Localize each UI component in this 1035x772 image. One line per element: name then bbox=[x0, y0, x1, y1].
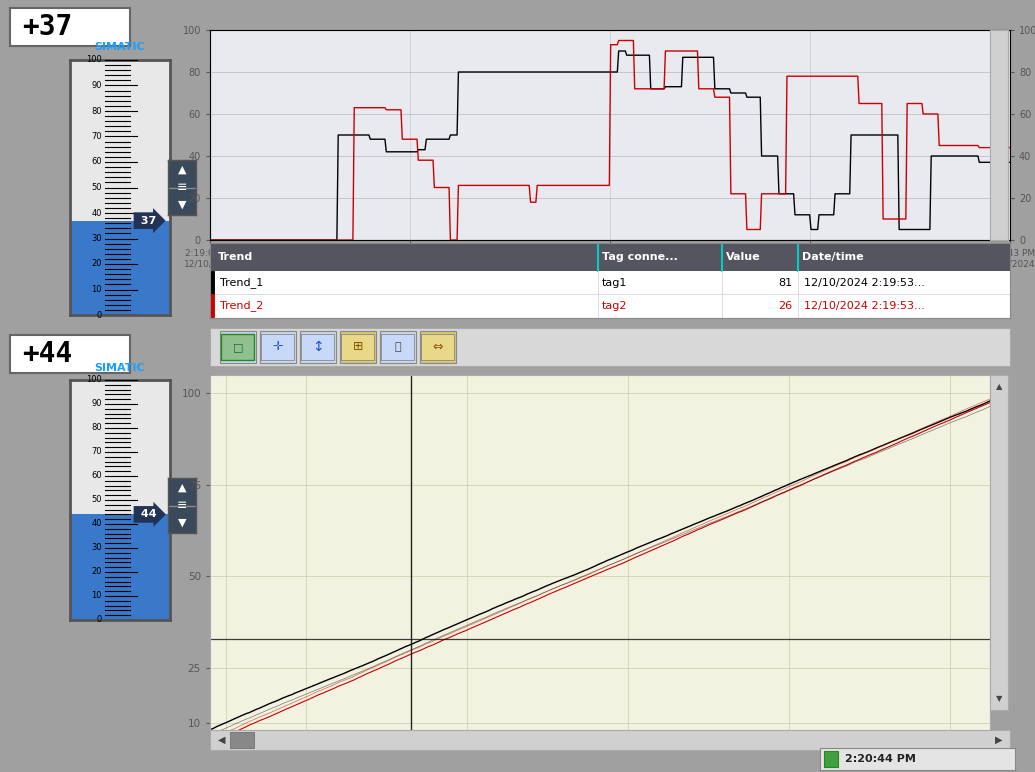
Bar bbox=[210, 243, 1010, 271]
Text: 81: 81 bbox=[778, 278, 793, 288]
Text: ▶: ▶ bbox=[995, 735, 1002, 745]
Text: ⇔: ⇔ bbox=[433, 340, 443, 354]
Text: ▼: ▼ bbox=[996, 694, 1002, 703]
Text: 70: 70 bbox=[91, 132, 102, 141]
Bar bbox=[381, 334, 414, 361]
Text: SIMATIC: SIMATIC bbox=[94, 42, 145, 52]
Text: SIMATIC: SIMATIC bbox=[94, 363, 145, 373]
Text: 30: 30 bbox=[91, 234, 102, 243]
Text: 37: 37 bbox=[137, 215, 156, 225]
Text: 10: 10 bbox=[91, 591, 102, 601]
Text: +37: +37 bbox=[22, 13, 72, 41]
Text: 2:20:44 PM: 2:20:44 PM bbox=[846, 754, 916, 764]
Text: 80: 80 bbox=[91, 424, 102, 432]
Text: 20: 20 bbox=[91, 259, 102, 269]
Bar bbox=[419, 331, 455, 363]
Text: +44: +44 bbox=[22, 340, 72, 368]
Text: Tag conne...: Tag conne... bbox=[602, 252, 678, 262]
Bar bbox=[219, 331, 256, 363]
Text: tag2: tag2 bbox=[602, 301, 627, 311]
Bar bbox=[380, 331, 416, 363]
Text: 90: 90 bbox=[91, 399, 102, 408]
Text: 90: 90 bbox=[91, 81, 102, 90]
Text: ▼: ▼ bbox=[178, 518, 186, 528]
Text: ▼: ▼ bbox=[178, 200, 186, 210]
Bar bbox=[824, 751, 837, 767]
Bar bbox=[70, 221, 170, 315]
Bar bbox=[221, 334, 254, 361]
Bar bbox=[230, 732, 254, 748]
Text: ▲: ▲ bbox=[996, 381, 1002, 391]
Text: 10: 10 bbox=[91, 285, 102, 294]
Text: ▲: ▲ bbox=[178, 483, 186, 493]
Text: 70: 70 bbox=[91, 448, 102, 456]
Text: ⊞: ⊞ bbox=[353, 340, 363, 354]
Text: ✛: ✛ bbox=[273, 340, 284, 354]
Text: ↕: ↕ bbox=[313, 340, 324, 354]
Bar bbox=[70, 380, 170, 514]
Text: ⏸: ⏸ bbox=[394, 342, 402, 352]
Text: 0: 0 bbox=[96, 615, 102, 625]
Text: 12/10/2024 2:19:53...: 12/10/2024 2:19:53... bbox=[803, 301, 924, 311]
Text: 80: 80 bbox=[91, 107, 102, 116]
Text: tag1: tag1 bbox=[602, 278, 627, 288]
Text: ▲: ▲ bbox=[178, 165, 186, 175]
Text: 0: 0 bbox=[96, 310, 102, 320]
Text: 60: 60 bbox=[91, 157, 102, 167]
Text: 50: 50 bbox=[91, 183, 102, 192]
Text: 100: 100 bbox=[86, 375, 102, 384]
Text: Trend_2: Trend_2 bbox=[220, 300, 264, 311]
Bar bbox=[301, 334, 334, 361]
Text: Value: Value bbox=[726, 252, 761, 262]
Text: Trend_1: Trend_1 bbox=[220, 277, 264, 288]
Text: 40: 40 bbox=[91, 208, 102, 218]
Text: 20: 20 bbox=[91, 567, 102, 577]
Text: 100: 100 bbox=[86, 56, 102, 65]
Text: ◀: ◀ bbox=[218, 735, 226, 745]
Text: □: □ bbox=[233, 342, 243, 352]
Bar bbox=[70, 514, 170, 620]
Text: Date/time: Date/time bbox=[802, 252, 863, 262]
Bar bbox=[342, 334, 374, 361]
Text: 50: 50 bbox=[91, 496, 102, 504]
Bar bbox=[299, 331, 335, 363]
Text: 44: 44 bbox=[137, 510, 156, 520]
Text: 60: 60 bbox=[91, 472, 102, 480]
Text: 26: 26 bbox=[778, 301, 793, 311]
Bar bbox=[261, 334, 294, 361]
Text: ≡: ≡ bbox=[177, 499, 187, 512]
Text: 40: 40 bbox=[91, 520, 102, 529]
Bar bbox=[421, 334, 454, 361]
Text: 30: 30 bbox=[91, 543, 102, 553]
Text: ≡: ≡ bbox=[177, 181, 187, 194]
Bar bbox=[70, 60, 170, 221]
Text: 12/10/2024 2:19:53...: 12/10/2024 2:19:53... bbox=[803, 278, 924, 288]
Bar bbox=[339, 331, 376, 363]
Text: Trend: Trend bbox=[218, 252, 254, 262]
Bar bbox=[260, 331, 296, 363]
